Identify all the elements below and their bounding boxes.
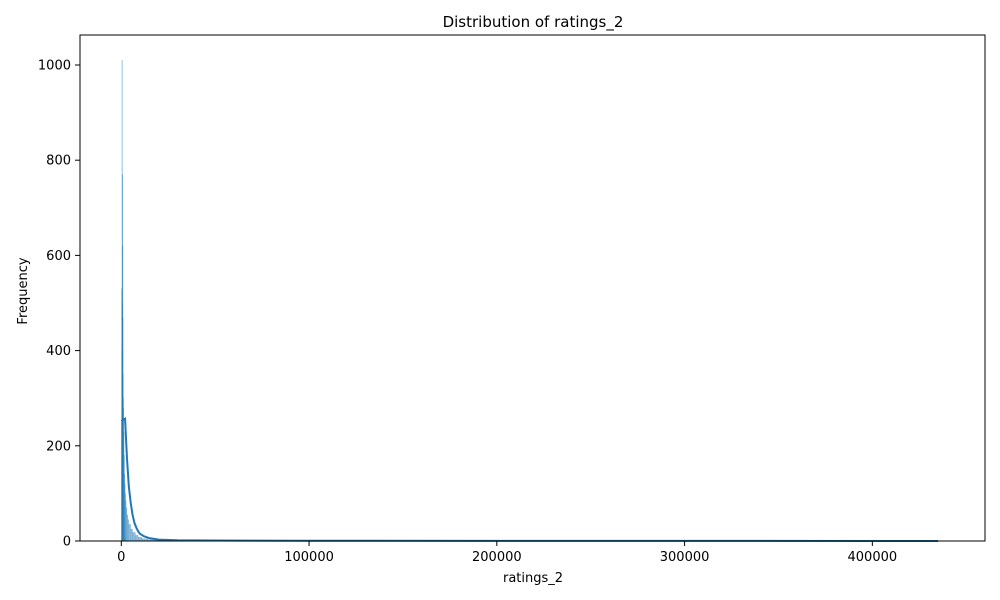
y-tick-label: 200 bbox=[46, 439, 71, 454]
y-axis-label: Frequency bbox=[16, 257, 31, 324]
x-tick-label: 400000 bbox=[848, 550, 898, 565]
histogram-bars bbox=[121, 60, 253, 542]
y-axis: 0 200 400 600 800 1000 bbox=[38, 58, 80, 550]
plot-area bbox=[79, 34, 986, 542]
x-tick-label: 100000 bbox=[284, 550, 334, 565]
y-tick-label: 0 bbox=[63, 535, 71, 550]
y-tick-label: 400 bbox=[46, 344, 71, 359]
histogram-bar bbox=[130, 528, 133, 542]
histogram-bar bbox=[138, 537, 143, 542]
plot-background bbox=[80, 35, 985, 541]
chart-title: Distribution of ratings_2 bbox=[443, 13, 624, 32]
histogram-bar bbox=[128, 524, 131, 542]
x-tick-label: 200000 bbox=[472, 550, 522, 565]
x-axis-label: ratings_2 bbox=[503, 571, 563, 586]
histogram-bar bbox=[135, 535, 139, 542]
y-tick-label: 800 bbox=[46, 154, 71, 169]
x-tick-label: 300000 bbox=[660, 550, 710, 565]
y-tick-label: 600 bbox=[46, 249, 71, 264]
histogram-bar bbox=[132, 532, 136, 542]
x-tick-label: 0 bbox=[117, 550, 125, 565]
y-tick-label: 1000 bbox=[38, 58, 71, 73]
x-axis: 0 100000 200000 300000 400000 bbox=[117, 541, 897, 565]
plot-frame bbox=[79, 34, 986, 542]
